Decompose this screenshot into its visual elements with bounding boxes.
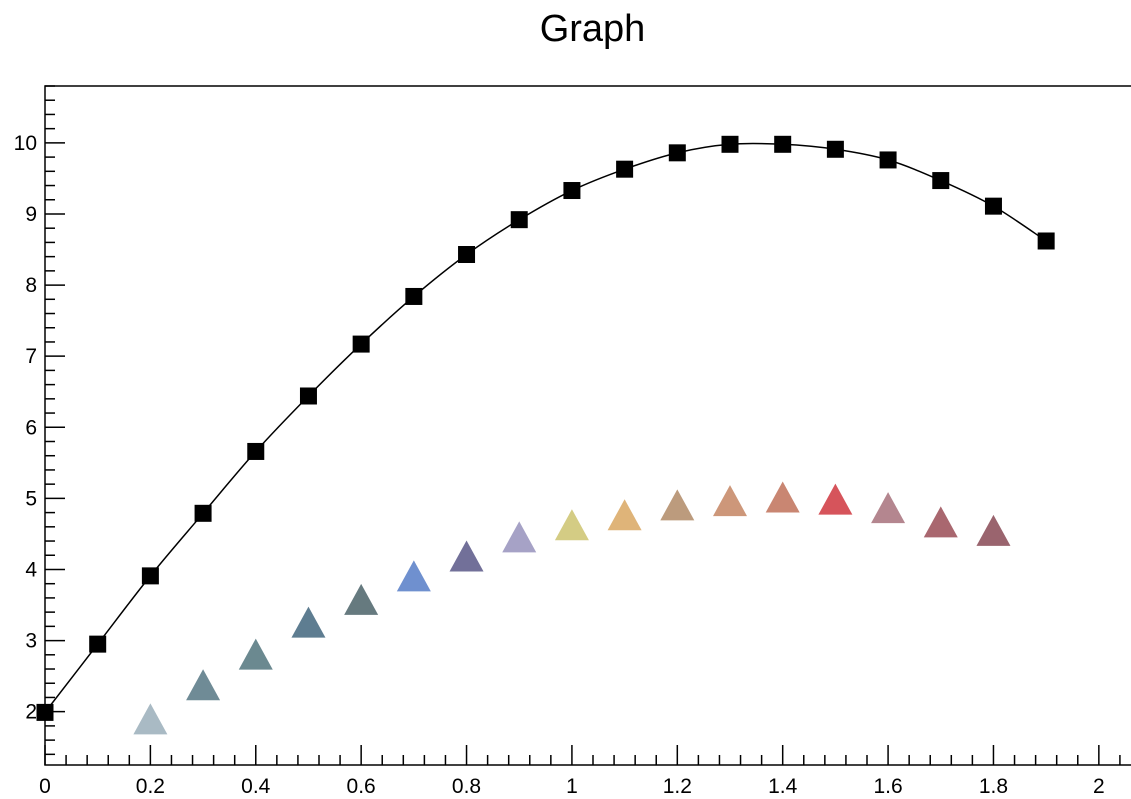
- triangle-marker: [660, 489, 695, 521]
- triangle-marker: [291, 606, 326, 638]
- x-tick-label: 1.6: [873, 775, 902, 798]
- triangle-marker: [765, 481, 800, 513]
- triangle-marker: [238, 638, 273, 670]
- y-tick-label: 8: [25, 274, 37, 297]
- square-marker: [194, 504, 212, 522]
- y-tick-label: 5: [25, 487, 37, 510]
- triangle-marker: [818, 483, 853, 515]
- square-marker: [616, 160, 634, 178]
- triangle-marker: [133, 703, 168, 735]
- square-marker: [826, 140, 844, 158]
- square-marker: [405, 287, 423, 305]
- triangle-marker: [871, 492, 906, 524]
- y-tick-label: 7: [25, 345, 37, 368]
- square-marker: [510, 211, 528, 229]
- square-marker: [879, 151, 897, 169]
- markers: [36, 135, 1055, 735]
- triangle-marker: [976, 514, 1011, 546]
- triangle-marker: [344, 583, 379, 615]
- y-tick-label: 10: [14, 132, 37, 155]
- y-tick-label: 3: [25, 630, 37, 653]
- square-marker: [352, 335, 370, 353]
- x-tick-label: 1.2: [663, 775, 692, 798]
- x-tick-label: 1.8: [979, 775, 1008, 798]
- plot-frame: [44, 85, 1131, 766]
- y-tick-label: 2: [25, 701, 37, 724]
- square-marker: [721, 135, 739, 153]
- square-marker: [1037, 232, 1055, 250]
- y-tick-label: 9: [25, 203, 37, 226]
- x-tick-label: 0.4: [241, 775, 271, 798]
- square-marker: [141, 567, 159, 585]
- y-axis: 2 3 4 5 6 7 8 9 10: [14, 85, 65, 756]
- triangle-marker: [713, 485, 747, 517]
- triangle-marker: [554, 509, 589, 541]
- square-marker: [247, 442, 265, 460]
- x-tick-label: 1.4: [768, 775, 798, 798]
- triangle-marker: [186, 669, 221, 701]
- x-axis: 0 0.2 0.4 0.6 0.8 1 1.2 1.4 1.6 1.8 2: [39, 745, 1121, 798]
- x-tick-label: 0: [39, 775, 51, 798]
- square-marker: [774, 135, 792, 153]
- square-marker: [458, 246, 476, 264]
- chart-title: Graph: [539, 8, 646, 50]
- series-line: [44, 142, 1047, 713]
- triangle-marker: [502, 521, 537, 553]
- y-tick-label: 6: [25, 416, 37, 439]
- triangle-marker: [396, 560, 431, 592]
- y-tick-label: 4: [25, 558, 37, 581]
- square-marker: [984, 197, 1002, 215]
- square-marker: [299, 387, 317, 405]
- square-marker: [668, 144, 686, 162]
- triangle-marker: [607, 499, 642, 531]
- x-tick-label: 0.8: [452, 775, 481, 798]
- square-marker: [563, 182, 581, 200]
- x-tick-label: 1: [566, 775, 578, 798]
- triangle-marker: [923, 506, 958, 538]
- x-tick-label: 0.2: [136, 775, 165, 798]
- square-marker: [36, 703, 54, 721]
- square-marker: [932, 172, 950, 190]
- square-marker: [89, 635, 107, 653]
- triangle-marker: [449, 540, 484, 572]
- x-tick-label: 0.6: [347, 775, 376, 798]
- x-tick-label: 2: [1093, 775, 1105, 798]
